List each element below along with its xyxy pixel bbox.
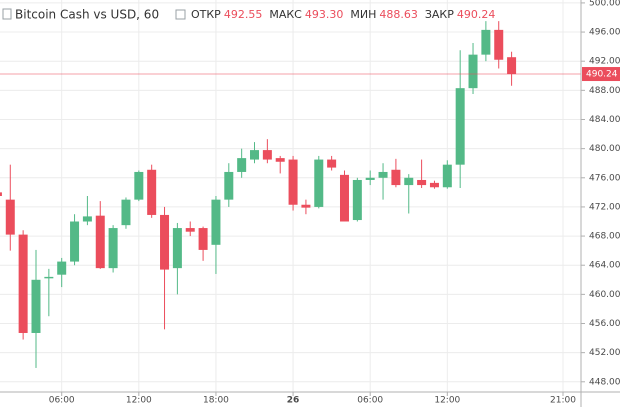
candle-body — [211, 199, 221, 245]
x-tick-label: 06:00 — [357, 396, 383, 406]
axes: 448.00 452.00 456.00 460.00 464.00 468.00 472.… — [49, 0, 620, 406]
candle-body — [481, 29, 491, 55]
candle-body — [185, 228, 195, 232]
x-tick-label: 12:00 — [126, 396, 152, 406]
candle-body — [121, 199, 131, 226]
y-tick-label: 464.00 — [589, 261, 620, 271]
candle-body — [494, 29, 504, 60]
candle-body — [57, 261, 67, 275]
stat-label: ОТКР — [191, 8, 221, 21]
candle-body — [301, 204, 311, 208]
candle-body — [429, 182, 439, 188]
y-tick-label: 500.00 — [589, 0, 620, 8]
candle-body — [31, 279, 41, 333]
candle-body — [442, 164, 452, 188]
grid — [0, 0, 581, 392]
stat-value: 490.24 — [457, 8, 496, 21]
stat-label: МАКС — [269, 8, 302, 21]
candle-body — [391, 169, 401, 186]
icon — [2, 8, 12, 20]
candle-body — [327, 159, 337, 168]
y-tick-label: 452.00 — [589, 348, 620, 358]
candle-body — [82, 216, 92, 222]
candle-body — [365, 177, 375, 180]
candle-body — [339, 174, 349, 222]
candle-body — [18, 234, 28, 333]
candles — [0, 21, 581, 368]
candle-body — [147, 169, 157, 215]
candle-body — [108, 228, 118, 269]
candle-body — [224, 171, 234, 200]
candle-body — [237, 158, 247, 172]
candle-body — [417, 179, 427, 186]
y-tick-label: 496.00 — [589, 28, 620, 38]
candle-body — [314, 159, 324, 207]
y-tick-label: 480.00 — [589, 144, 620, 154]
x-tick-label: 18:00 — [203, 396, 229, 406]
stat-value: 488.63 — [379, 8, 418, 21]
last-price-box — [582, 67, 620, 82]
candle-body — [44, 276, 54, 279]
candle-body — [404, 177, 414, 186]
y-tick-label: 488.00 — [589, 86, 620, 96]
y-tick-label: 484.00 — [589, 115, 620, 125]
y-tick-label: 468.00 — [589, 232, 620, 242]
x-tick-label: 06:00 — [49, 396, 75, 406]
candle-body — [468, 54, 478, 89]
y-tick-label: 492.00 — [589, 57, 620, 67]
chart-title: Bitcoin Cash vs USD, 60 — [15, 8, 159, 22]
candle-body — [198, 228, 208, 250]
y-tick-label: 460.00 — [589, 290, 620, 300]
candle-body — [160, 214, 170, 270]
stat-value: 493.30 — [305, 8, 344, 21]
candle-body — [288, 159, 298, 205]
candle-body — [275, 158, 285, 162]
candle-body — [455, 88, 465, 165]
candle-body — [250, 150, 260, 160]
y-tick-label: 476.00 — [589, 173, 620, 183]
icon — [175, 9, 186, 20]
candle-body — [172, 228, 182, 269]
candle-body — [95, 215, 105, 269]
candle-body — [262, 150, 272, 160]
x-tick-label: 12:00 — [434, 396, 460, 406]
candle-body — [134, 171, 144, 200]
stat-label: МИН — [350, 8, 376, 21]
candle-body — [352, 179, 362, 221]
candle-body — [70, 221, 80, 262]
candle-body — [378, 171, 388, 178]
candle-body — [507, 57, 517, 75]
y-tick-label: 448.00 — [589, 377, 620, 387]
candle-body — [5, 199, 15, 235]
y-tick-label: 456.00 — [589, 319, 620, 329]
stat-label: ЗАКР — [425, 8, 454, 21]
stat-value: 492.55 — [224, 8, 263, 21]
candle-body — [0, 192, 2, 196]
y-tick-label: 472.00 — [589, 202, 620, 212]
x-tick-label: 26 — [287, 396, 300, 406]
legend-header: Bitcoin Cash vs USD, 60 ОТКР 492.55 МАКС 49… — [2, 8, 496, 22]
last-price-label: 490.24 — [586, 70, 618, 80]
x-tick-label: 21:00 — [550, 396, 576, 406]
